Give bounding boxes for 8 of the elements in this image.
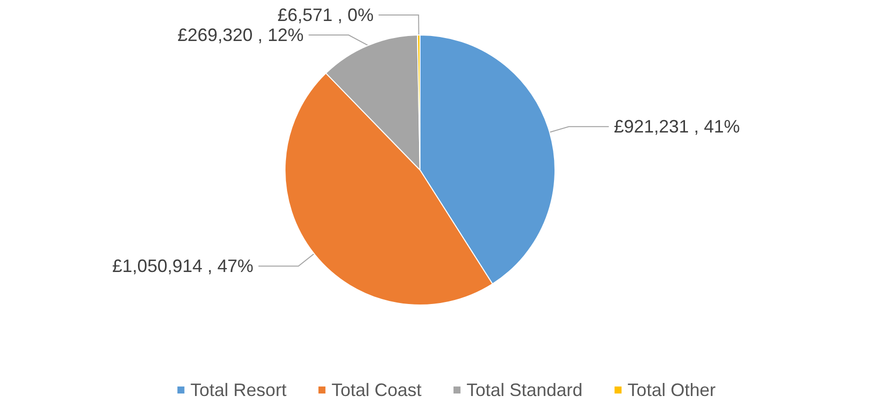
data-label: £921,231 , 41% [614, 116, 740, 137]
legend-label: Total Coast [331, 380, 422, 400]
data-label: £1,050,914 , 47% [112, 256, 254, 276]
legend-label: Total Other [628, 380, 716, 400]
data-label: £269,320 , 12% [178, 25, 304, 46]
legend-label: Total Resort [190, 380, 286, 400]
legend-label: Total Standard [466, 380, 583, 400]
data-label: £6,571 , 0% [278, 5, 374, 26]
